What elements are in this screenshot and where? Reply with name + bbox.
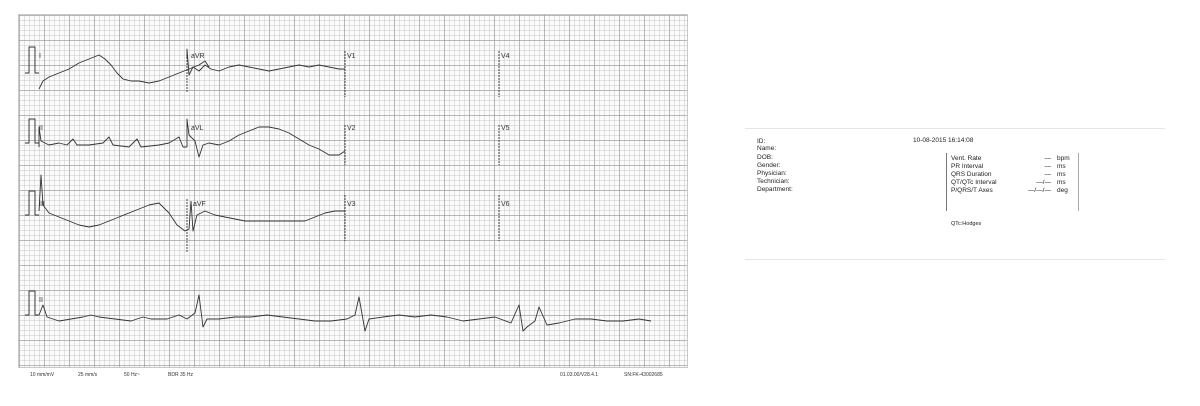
measurement-unit-qrs-duration: ms — [1057, 171, 1066, 178]
patient-info-panel: ID: Name: DOB: Gender: Physician: Techni… — [745, 128, 1165, 260]
lead-label-rhythm: II — [39, 297, 43, 304]
patient-field-id: ID: — [757, 138, 766, 145]
measurement-value-qt-qtc: —/— — [1036, 179, 1051, 186]
measurement-divider — [946, 153, 947, 211]
measurement-unit-pr-interval: ms — [1057, 163, 1066, 170]
trace-lead-iii — [38, 174, 192, 232]
trace-lead-avr — [186, 48, 345, 76]
trace-lead-ii — [38, 126, 187, 148]
trace-rhythm-ii — [38, 294, 652, 332]
calibration-pulse-row3 — [25, 190, 39, 216]
measurement-value-pr-interval: — — [1044, 163, 1052, 170]
footer-bdr: BDR 35 Hz — [168, 372, 194, 378]
lead-label-ii: II — [39, 125, 43, 132]
lead-label-v1: V1 — [347, 53, 356, 60]
measurement-label-vent-rate: Vent. Rate — [951, 155, 982, 162]
lead-label-v6: V6 — [501, 201, 510, 208]
measurement-value-vent-rate: — — [1044, 155, 1052, 162]
lead-label-v5: V5 — [501, 125, 510, 132]
ecg-grid-paper: I aVR V1 V4 II aVL V2 V5 III aVF V3 V6 I… — [18, 14, 688, 368]
measurement-right-divider — [1078, 153, 1079, 211]
patient-field-name: Name: — [757, 145, 777, 152]
measurement-value-axes: —/—/— — [1027, 187, 1051, 194]
footer-speed: 25 mm/s — [78, 372, 98, 378]
footer-version: 01.03.00/V28.4.1 — [560, 372, 599, 378]
lead-label-v4: V4 — [501, 53, 510, 60]
measurement-label-pr-interval: PR Interval — [951, 163, 984, 170]
patient-field-physician: Physician: — [757, 170, 787, 177]
calibration-pulse-row1 — [25, 46, 39, 74]
trace-lead-i — [38, 54, 210, 90]
measurement-label-axes: P/QRS/T Axes — [951, 187, 993, 194]
lead-label-avl: aVL — [191, 125, 204, 132]
qtc-formula: QTc:Hodges — [951, 221, 982, 227]
lead-label-avr: aVR — [191, 53, 205, 60]
patient-field-gender: Gender: — [757, 162, 781, 169]
measurement-unit-qt-qtc: ms — [1057, 179, 1066, 186]
measurement-unit-axes: deg — [1057, 187, 1068, 194]
footer-filter: 50 Hz~ — [124, 372, 140, 378]
calibration-pulse-row2 — [25, 118, 39, 144]
calibration-pulse-rhythm — [25, 290, 39, 316]
lead-label-v3: V3 — [347, 201, 356, 208]
lead-label-i: I — [39, 53, 41, 60]
lead-label-avf: aVF — [193, 201, 206, 208]
patient-field-technician: Technician: — [757, 178, 790, 185]
footer-gain: 10 mm/mV — [30, 372, 55, 378]
trace-lead-avl — [186, 118, 346, 158]
recording-timestamp: 10-08-2015 16:14:08 — [913, 137, 974, 144]
footer-serial: SN:FK-43002685 — [624, 372, 663, 378]
ecg-traces — [25, 46, 652, 332]
measurement-value-qrs-duration: — — [1044, 171, 1052, 178]
measurement-unit-vent-rate: bpm — [1057, 155, 1070, 162]
measurement-label-qt-qtc: QT/QTc Interval — [951, 179, 997, 186]
trace-lead-avf — [190, 200, 345, 232]
lead-label-iii: III — [39, 201, 45, 208]
patient-field-department: Department: — [757, 186, 793, 193]
lead-label-v2: V2 — [347, 125, 356, 132]
measurement-label-qrs-duration: QRS Duration — [951, 171, 992, 178]
patient-field-dob: DOB: — [757, 154, 773, 161]
